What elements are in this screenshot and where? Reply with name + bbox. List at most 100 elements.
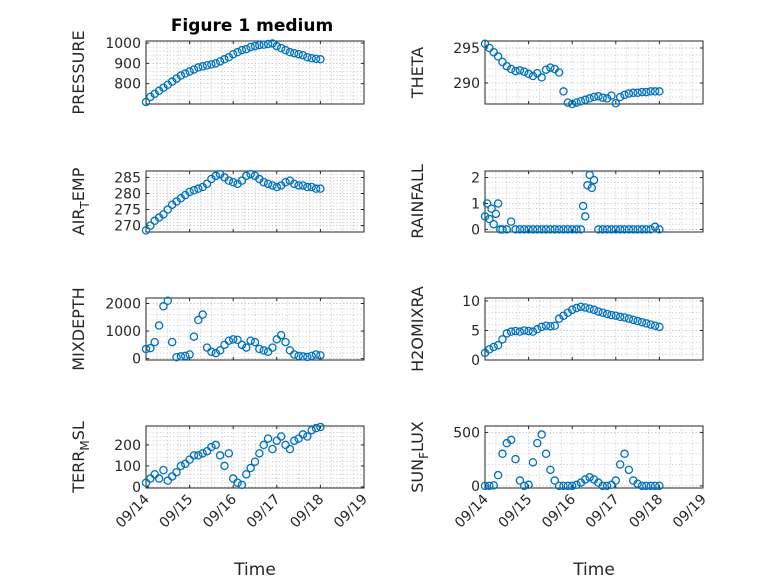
data-point	[587, 183, 597, 193]
data-point	[550, 476, 560, 485]
data-point	[559, 87, 568, 96]
data-point	[163, 205, 173, 214]
data-point	[146, 221, 155, 230]
data-point	[598, 308, 607, 318]
y-tick-label: 0	[471, 353, 480, 369]
y-tick-label: 2000	[105, 297, 141, 313]
data-point	[281, 45, 290, 55]
axes-border	[145, 425, 365, 489]
data-point	[655, 481, 664, 491]
data-point	[637, 87, 647, 97]
data-point	[491, 209, 501, 219]
data-point	[289, 436, 299, 445]
y-axis-label: TERRMSL	[69, 421, 92, 494]
data-point	[583, 181, 592, 190]
data-point	[180, 459, 190, 469]
data-point	[485, 481, 494, 491]
data-point	[311, 184, 321, 193]
data-point	[559, 225, 568, 234]
data-point	[289, 179, 299, 189]
y-axis-label: MIXDEPTH	[69, 287, 88, 370]
data-point	[159, 465, 168, 475]
data-point	[546, 225, 555, 234]
data-point	[572, 303, 581, 313]
data-point	[585, 473, 594, 482]
data-point	[189, 65, 199, 74]
data-point	[493, 199, 503, 208]
data-point	[633, 479, 642, 488]
axes-border	[484, 297, 704, 361]
data-point	[202, 61, 212, 70]
data-point	[207, 60, 216, 69]
data-point	[541, 449, 551, 459]
data-point	[628, 225, 638, 234]
data-point	[519, 67, 529, 77]
data-point	[537, 430, 546, 439]
data-point	[215, 57, 225, 66]
data-point	[242, 343, 251, 352]
data-point	[272, 436, 282, 445]
x-axis-label: Time	[233, 560, 276, 580]
data-point	[646, 320, 655, 329]
y-tick-label: 275	[114, 203, 141, 219]
data-point	[259, 177, 268, 187]
data-point	[482, 199, 492, 208]
data-point	[620, 225, 629, 234]
data-point	[563, 481, 573, 491]
data-point	[211, 171, 221, 181]
data-point	[242, 171, 251, 181]
data-point	[294, 351, 303, 361]
data-point	[594, 307, 603, 316]
y-tick-label: 10	[462, 294, 480, 310]
data-point	[578, 201, 588, 211]
data-point	[285, 47, 295, 57]
data-point	[250, 337, 260, 347]
data-point	[541, 65, 551, 74]
data-point	[303, 352, 312, 362]
data-point	[620, 449, 629, 459]
data-point	[250, 457, 260, 466]
data-point	[307, 425, 316, 435]
data-point	[533, 225, 542, 234]
data-point	[506, 217, 516, 226]
series-points	[480, 170, 664, 234]
data-point	[224, 176, 234, 185]
data-point	[316, 422, 325, 432]
data-point	[489, 219, 498, 229]
data-point	[489, 47, 498, 57]
data-point	[233, 335, 242, 345]
data-point	[524, 69, 533, 79]
data-point	[506, 435, 516, 445]
data-point	[655, 225, 664, 234]
data-point	[602, 309, 612, 319]
data-point	[189, 186, 199, 195]
data-point	[307, 351, 316, 361]
data-point	[480, 212, 490, 221]
data-point	[554, 225, 564, 234]
data-point	[572, 98, 581, 107]
y-tick-label: 0	[471, 479, 480, 495]
data-point	[159, 302, 168, 311]
data-point	[537, 73, 546, 82]
data-point	[498, 449, 507, 459]
data-point	[498, 335, 507, 344]
data-point	[620, 90, 629, 100]
data-point	[298, 352, 308, 361]
data-point	[215, 451, 225, 460]
series-points	[141, 422, 325, 490]
data-point	[541, 225, 551, 234]
data-point	[567, 305, 577, 315]
data-point	[650, 222, 660, 232]
data-point	[220, 55, 229, 64]
data-point	[154, 474, 164, 483]
data-point	[633, 316, 642, 326]
series-points	[480, 39, 664, 109]
data-point	[281, 337, 290, 347]
data-point	[620, 313, 629, 322]
data-point	[154, 321, 164, 330]
data-point	[581, 212, 590, 221]
data-point	[537, 322, 546, 332]
data-point	[172, 352, 181, 362]
